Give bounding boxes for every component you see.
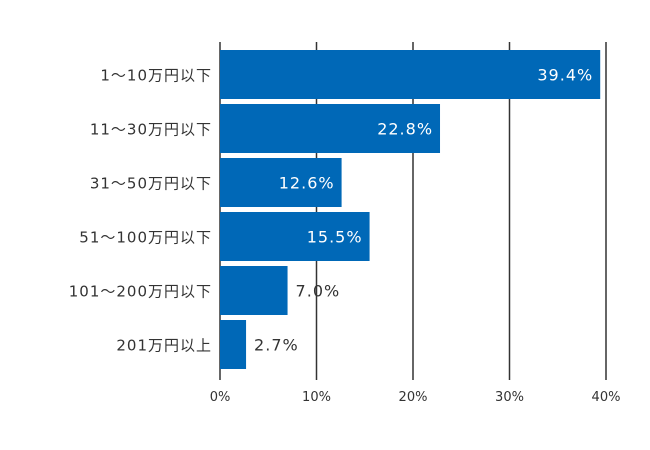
- x-tick-label: 20%: [399, 390, 428, 405]
- bar: [220, 266, 288, 315]
- x-tick-label: 10%: [302, 390, 331, 405]
- bar: [220, 104, 441, 153]
- data-label: 2.7%: [254, 336, 299, 355]
- data-label: 22.8%: [377, 120, 433, 139]
- labels: 0% 10% 20% 30% 40% 1〜10万円以下 39.4% 11〜30万円以下 22.8…: [69, 66, 621, 406]
- category-label: 51〜100万円以下: [79, 229, 212, 247]
- x-tick-label: 40%: [592, 390, 621, 405]
- data-label: 39.4%: [537, 66, 593, 85]
- data-label: 12.6%: [279, 174, 335, 193]
- data-label: 15.5%: [307, 228, 363, 247]
- category-label: 31〜50万円以下: [90, 175, 212, 193]
- category-label: 201万円以上: [116, 337, 212, 355]
- category-label: 101〜200万円以下: [69, 283, 212, 301]
- x-tick-label: 0%: [210, 390, 231, 405]
- bars: [220, 50, 601, 369]
- x-tick-label: 30%: [495, 390, 524, 405]
- bar: [220, 212, 370, 261]
- category-label: 11〜30万円以下: [90, 121, 212, 139]
- bar: [220, 158, 342, 207]
- bar: [220, 320, 247, 369]
- data-label: 7.0%: [296, 282, 341, 301]
- bar: [220, 50, 601, 99]
- category-label: 1〜10万円以下: [100, 67, 212, 85]
